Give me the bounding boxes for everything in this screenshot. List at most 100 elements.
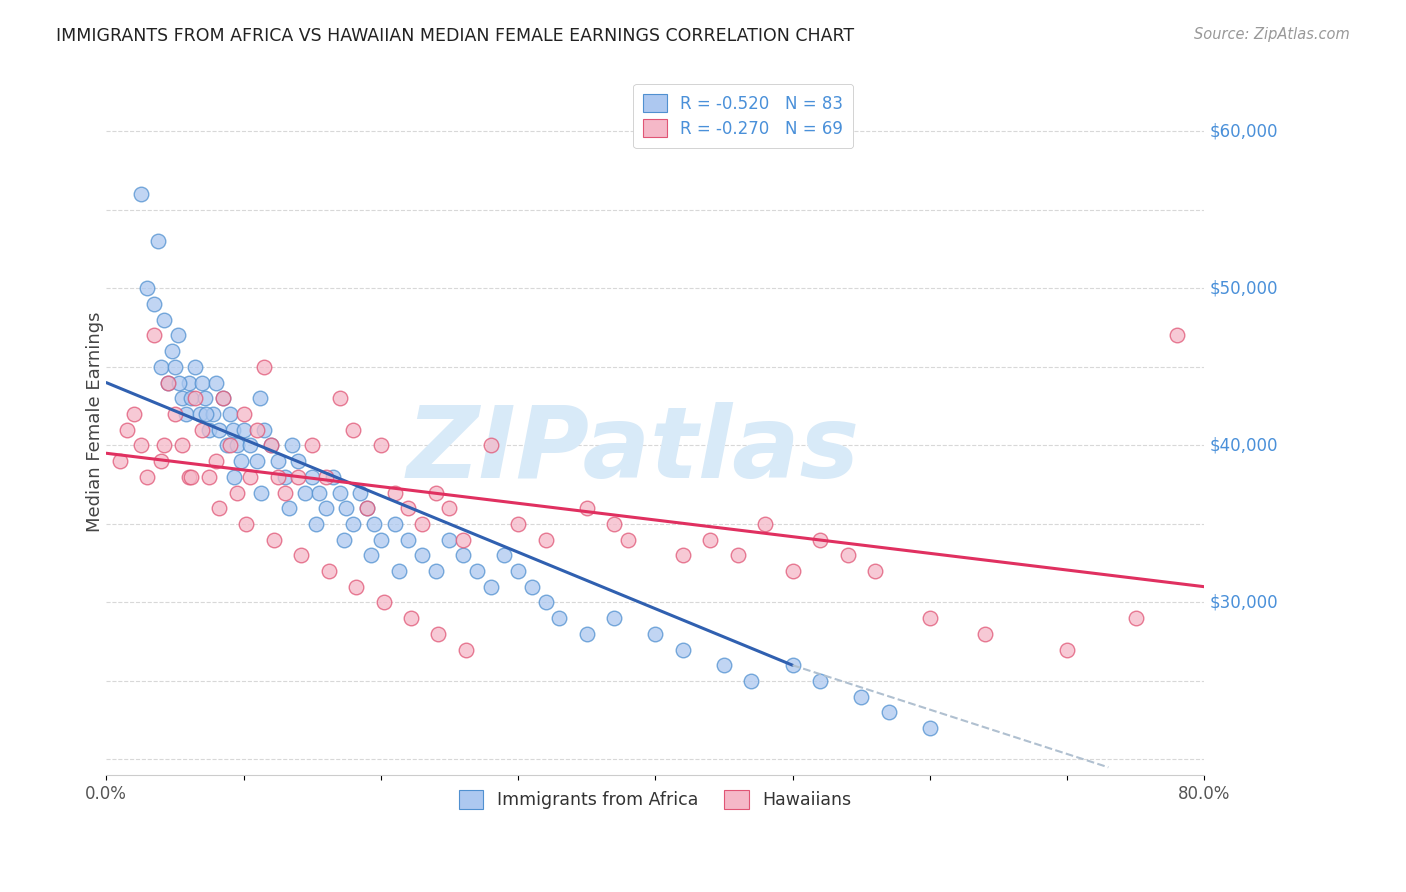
Point xyxy=(153,312,176,326)
Point xyxy=(260,438,283,452)
Point xyxy=(451,549,474,563)
Point xyxy=(215,438,238,452)
Point xyxy=(454,642,477,657)
Point xyxy=(782,564,804,578)
Point xyxy=(396,533,419,547)
Point xyxy=(163,359,186,374)
Point xyxy=(191,423,214,437)
Point xyxy=(439,533,461,547)
Point xyxy=(239,470,262,484)
Point xyxy=(249,392,271,406)
Point xyxy=(287,470,309,484)
Point xyxy=(246,423,269,437)
Point xyxy=(167,376,190,390)
Point xyxy=(235,516,257,531)
Point xyxy=(740,673,762,688)
Point xyxy=(198,423,221,437)
Point xyxy=(329,485,352,500)
Point xyxy=(232,423,254,437)
Point xyxy=(713,658,735,673)
Point xyxy=(232,407,254,421)
Point xyxy=(399,611,422,625)
Point xyxy=(479,438,502,452)
Point xyxy=(153,438,176,452)
Point xyxy=(315,470,337,484)
Point xyxy=(520,580,543,594)
Point xyxy=(863,564,886,578)
Point xyxy=(246,454,269,468)
Point xyxy=(208,423,231,437)
Point xyxy=(273,485,295,500)
Point xyxy=(250,485,273,500)
Point xyxy=(184,392,207,406)
Point xyxy=(156,376,179,390)
Point xyxy=(506,516,529,531)
Point xyxy=(411,516,433,531)
Point xyxy=(229,454,252,468)
Point xyxy=(388,564,411,578)
Point xyxy=(465,564,488,578)
Point xyxy=(356,501,378,516)
Y-axis label: Median Female Earnings: Median Female Earnings xyxy=(86,311,104,533)
Point xyxy=(267,470,290,484)
Point xyxy=(136,470,159,484)
Point xyxy=(308,485,330,500)
Point xyxy=(263,533,285,547)
Point xyxy=(267,454,290,468)
Point xyxy=(208,501,231,516)
Point xyxy=(699,533,721,547)
Point xyxy=(754,516,776,531)
Text: IMMIGRANTS FROM AFRICA VS HAWAIIAN MEDIAN FEMALE EARNINGS CORRELATION CHART: IMMIGRANTS FROM AFRICA VS HAWAIIAN MEDIA… xyxy=(56,27,855,45)
Point xyxy=(195,407,218,421)
Point xyxy=(239,438,262,452)
Point xyxy=(644,627,666,641)
Point xyxy=(115,423,138,437)
Point xyxy=(425,564,447,578)
Point xyxy=(427,627,450,641)
Point xyxy=(1056,642,1078,657)
Point xyxy=(534,595,557,609)
Point xyxy=(170,392,193,406)
Point xyxy=(1125,611,1147,625)
Point xyxy=(188,407,211,421)
Text: $40,000: $40,000 xyxy=(1211,436,1278,454)
Point xyxy=(218,438,240,452)
Point xyxy=(548,611,571,625)
Point xyxy=(143,328,166,343)
Point xyxy=(384,485,406,500)
Point xyxy=(129,438,152,452)
Point xyxy=(384,516,406,531)
Point xyxy=(575,501,598,516)
Point xyxy=(373,595,395,609)
Point xyxy=(177,376,200,390)
Point xyxy=(305,516,328,531)
Point xyxy=(617,533,640,547)
Point xyxy=(411,549,433,563)
Point xyxy=(160,344,183,359)
Point xyxy=(205,454,228,468)
Point xyxy=(225,438,247,452)
Point xyxy=(218,407,240,421)
Point xyxy=(212,392,235,406)
Point xyxy=(191,376,214,390)
Point xyxy=(506,564,529,578)
Point xyxy=(370,438,392,452)
Point xyxy=(851,690,873,704)
Point xyxy=(108,454,131,468)
Point xyxy=(1166,328,1188,343)
Text: $30,000: $30,000 xyxy=(1211,593,1278,611)
Point xyxy=(194,392,217,406)
Point xyxy=(672,642,695,657)
Point xyxy=(212,392,235,406)
Point xyxy=(918,721,941,735)
Point xyxy=(136,281,159,295)
Point xyxy=(273,470,295,484)
Text: $60,000: $60,000 xyxy=(1211,122,1278,140)
Point xyxy=(808,673,831,688)
Point xyxy=(837,549,859,563)
Point xyxy=(180,470,202,484)
Point xyxy=(360,549,382,563)
Point xyxy=(479,580,502,594)
Point xyxy=(180,392,202,406)
Legend: Immigrants from Africa, Hawaiians: Immigrants from Africa, Hawaiians xyxy=(451,783,859,816)
